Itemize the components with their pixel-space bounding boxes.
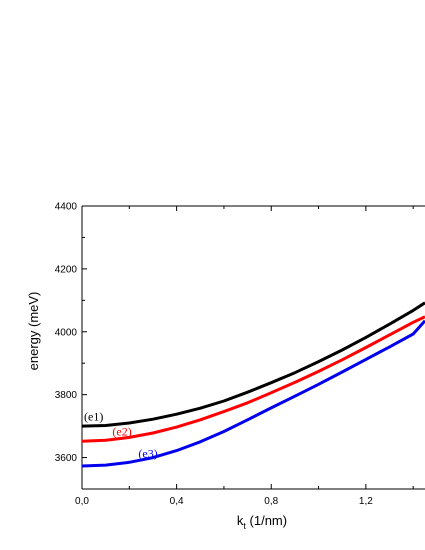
y-tick-label: 4200 (55, 264, 78, 275)
series-labels: (e1) (e2) (e3) (84, 410, 158, 461)
axis-ticks: 0,0 0,4 0,8 1,2 3600 3800 4000 4200 4400 (55, 202, 414, 507)
x-tick-label: 0,8 (264, 496, 278, 507)
series-line-2 (81, 315, 425, 443)
x-axis-title-unit: (1/nm) (246, 513, 287, 528)
x-axis-title-subscript: t (243, 521, 246, 531)
x-tick-label: 1,2 (359, 496, 373, 507)
series-lines (81, 301, 425, 468)
y-tick-label: 3600 (55, 453, 78, 464)
plot-frame (81, 205, 425, 490)
series-label-1: (e1) (84, 410, 103, 424)
series-line-3 (81, 319, 425, 468)
series-label-2: (e2) (112, 424, 131, 438)
y-tick-label: 4400 (55, 202, 78, 213)
y-tick-label: 3800 (55, 390, 78, 401)
x-axis-title-main: k (237, 513, 244, 528)
y-tick-label: 4000 (55, 327, 78, 338)
series-line-1 (81, 301, 425, 428)
series-label-3: (e3) (138, 446, 157, 460)
y-axis-title: energy (meV) (26, 292, 41, 371)
x-axis-title: kt (1/nm) (237, 513, 287, 531)
x-tick-label: 0,0 (75, 496, 89, 507)
x-tick-label: 0,4 (170, 496, 184, 507)
